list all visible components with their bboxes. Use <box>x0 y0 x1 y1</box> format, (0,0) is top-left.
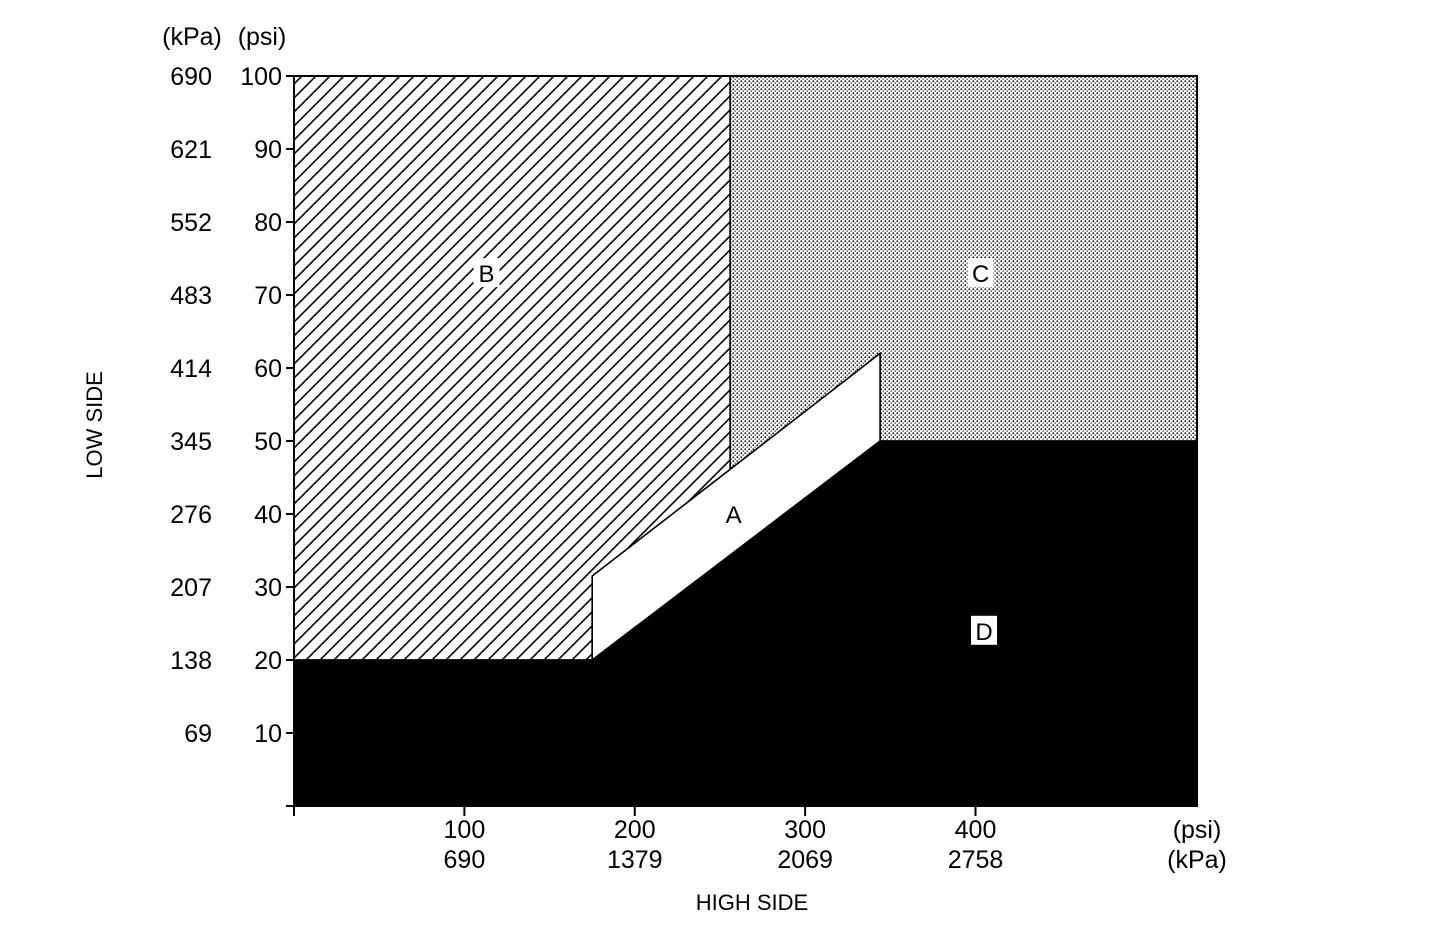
x-tick-label-kpa: 2758 <box>948 846 1004 874</box>
y-tick-label-psi: 60 <box>254 355 282 383</box>
region-label-c: C <box>972 261 989 288</box>
regions <box>293 75 1198 807</box>
y-tick-label-psi: 40 <box>254 501 282 529</box>
region-c <box>729 75 1198 472</box>
y-tick-label-psi: 70 <box>254 282 282 310</box>
y-tick-label-psi: 100 <box>240 63 282 91</box>
y-tick-label-kpa: 345 <box>170 428 212 456</box>
x-unit-kpa: (kPa) <box>1167 846 1227 874</box>
y-tick-label-psi: 90 <box>254 136 282 164</box>
y-tick-label-kpa: 138 <box>170 647 212 675</box>
region-label-a: A <box>726 502 742 529</box>
y-tick-label-kpa: 69 <box>184 720 212 748</box>
y-axis-title: LOW SIDE <box>82 371 107 479</box>
region-label-bg <box>720 499 747 528</box>
y-tick-label-psi: 10 <box>254 720 282 748</box>
x-tick-label-psi: 100 <box>444 816 486 844</box>
x-unit-psi: (psi) <box>1173 816 1222 844</box>
region-label-bg <box>971 615 998 645</box>
y-unit-kpa: (kPa) <box>162 23 222 51</box>
x-tick-label-psi: 200 <box>614 816 656 844</box>
y-tick-label-psi: 80 <box>254 209 282 237</box>
y-tick-label-psi: 50 <box>254 428 282 456</box>
y-tick-label-kpa: 483 <box>170 282 212 310</box>
x-tick-label-psi: 300 <box>784 816 826 844</box>
region-label-bg <box>473 258 500 288</box>
labels: B C A D <box>473 258 998 646</box>
y-tick-label-kpa: 276 <box>170 501 212 529</box>
region-label-b: B <box>479 261 495 288</box>
y-tick-label-kpa: 414 <box>170 355 212 383</box>
x-tick-label-kpa: 690 <box>444 846 486 874</box>
ticks: 10 69 20 138 30 207 40 276 50 345 60 414 70 483 80 552 9… <box>170 63 1003 874</box>
region-label-bg <box>967 258 994 288</box>
y-tick-label-psi: 20 <box>254 647 282 675</box>
y-tick-label-kpa: 621 <box>170 136 212 164</box>
x-tick-label-kpa: 1379 <box>607 846 663 874</box>
region-label-d: D <box>975 619 992 646</box>
y-tick-label-psi: 30 <box>254 574 282 602</box>
y-unit-psi: (psi) <box>238 23 287 51</box>
y-tick-label-kpa: 690 <box>170 63 212 91</box>
x-tick-label-kpa: 2069 <box>777 846 833 874</box>
x-axis-title: HIGH SIDE <box>696 890 808 915</box>
x-tick-label-psi: 400 <box>955 816 997 844</box>
y-tick-label-kpa: 552 <box>170 209 212 237</box>
y-tick-label-kpa: 207 <box>170 574 212 602</box>
